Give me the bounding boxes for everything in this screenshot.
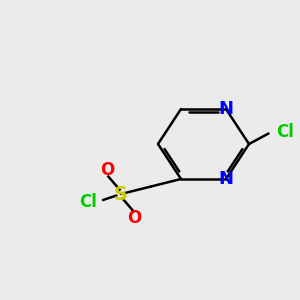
Text: Cl: Cl	[276, 123, 294, 141]
Text: Cl: Cl	[79, 194, 97, 211]
Text: O: O	[128, 209, 142, 227]
Text: N: N	[218, 170, 233, 188]
Text: N: N	[218, 100, 233, 118]
Text: O: O	[100, 161, 115, 179]
Text: S: S	[114, 184, 128, 203]
